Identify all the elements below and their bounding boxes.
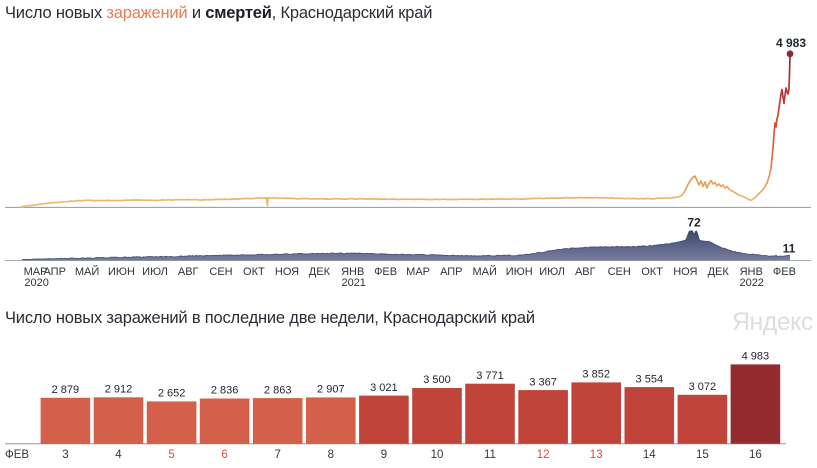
svg-text:12: 12 [537, 449, 550, 461]
svg-text:НОЯ: НОЯ [673, 266, 697, 278]
svg-text:АПР: АПР [43, 266, 65, 278]
svg-text:10: 10 [431, 449, 444, 461]
svg-text:15: 15 [696, 449, 709, 461]
svg-text:72: 72 [687, 216, 701, 230]
svg-text:ОКТ: ОКТ [243, 266, 265, 278]
svg-text:МАЙ: МАЙ [75, 265, 99, 278]
svg-text:3 021: 3 021 [370, 382, 398, 394]
svg-text:2 836: 2 836 [211, 385, 239, 397]
svg-text:3 500: 3 500 [423, 374, 451, 386]
svg-text:ИЮН: ИЮН [506, 266, 533, 278]
svg-text:АПР: АПР [440, 266, 462, 278]
svg-text:3 554: 3 554 [636, 373, 664, 385]
svg-text:7: 7 [274, 449, 280, 461]
svg-text:ИЮЛ: ИЮЛ [539, 266, 565, 278]
svg-text:2020: 2020 [24, 277, 48, 289]
svg-text:МАР: МАР [24, 266, 48, 278]
svg-text:3 852: 3 852 [582, 369, 610, 381]
svg-text:ЯНВ: ЯНВ [341, 266, 364, 278]
svg-text:4 983: 4 983 [742, 351, 770, 363]
svg-text:СЕН: СЕН [608, 266, 631, 278]
svg-text:6: 6 [221, 449, 227, 461]
svg-text:8: 8 [328, 449, 334, 461]
svg-text:4 983: 4 983 [776, 36, 806, 50]
svg-text:2 907: 2 907 [317, 384, 345, 396]
svg-text:2 912: 2 912 [105, 384, 133, 396]
svg-text:3 072: 3 072 [689, 381, 717, 393]
svg-text:13: 13 [590, 449, 603, 461]
svg-text:3 367: 3 367 [529, 376, 557, 388]
svg-text:2 879: 2 879 [52, 384, 80, 396]
svg-text:ИЮЛ: ИЮЛ [142, 266, 168, 278]
svg-text:ФЕВ: ФЕВ [5, 449, 29, 461]
svg-text:ФЕВ: ФЕВ [773, 266, 796, 278]
svg-text:АВГ: АВГ [575, 266, 596, 278]
svg-text:11: 11 [484, 449, 496, 461]
svg-text:АВГ: АВГ [178, 266, 199, 278]
svg-text:14: 14 [643, 449, 656, 461]
svg-text:ДЕК: ДЕК [309, 266, 331, 278]
svg-text:2021: 2021 [341, 277, 365, 289]
svg-text:2 652: 2 652 [158, 388, 186, 400]
svg-text:5: 5 [168, 449, 174, 461]
svg-text:2022: 2022 [739, 277, 763, 289]
svg-text:11: 11 [783, 242, 796, 256]
svg-text:3: 3 [62, 449, 68, 461]
svg-text:ДЕК: ДЕК [708, 266, 730, 278]
svg-text:ФЕВ: ФЕВ [374, 266, 397, 278]
svg-text:2 863: 2 863 [264, 384, 292, 396]
svg-text:16: 16 [749, 449, 762, 461]
svg-text:ЯНВ: ЯНВ [740, 266, 763, 278]
svg-text:3 771: 3 771 [476, 370, 504, 382]
svg-text:9: 9 [381, 449, 387, 461]
svg-text:МАР: МАР [406, 266, 430, 278]
svg-text:МАЙ: МАЙ [472, 265, 496, 278]
svg-text:ИЮН: ИЮН [108, 266, 135, 278]
svg-text:ОКТ: ОКТ [641, 266, 663, 278]
svg-text:НОЯ: НОЯ [275, 266, 299, 278]
svg-text:4: 4 [115, 449, 122, 461]
svg-text:СЕН: СЕН [209, 266, 232, 278]
